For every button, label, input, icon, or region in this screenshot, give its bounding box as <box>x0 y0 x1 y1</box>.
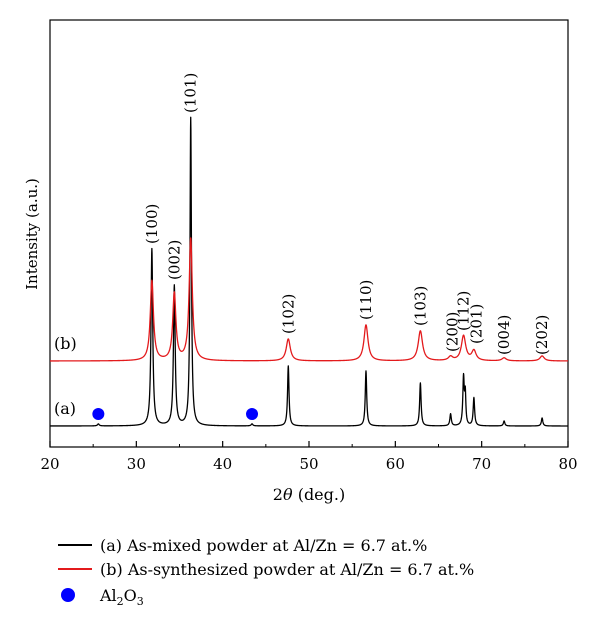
peak-label: (101) <box>182 73 200 113</box>
x-tick-label: 30 <box>127 455 146 473</box>
legend-label-a: (a) As-mixed powder at Al/Zn = 6.7 at.% <box>100 536 427 555</box>
curve-labels: (a) (b) <box>54 334 77 418</box>
peak-label: (202) <box>533 315 551 355</box>
x-axis-label: 2θ (deg.) <box>273 485 345 504</box>
peak-label: (112) <box>455 291 473 331</box>
x-tick-label: 60 <box>386 455 405 473</box>
peak-label: (110) <box>357 280 375 320</box>
y-axis-label: Intensity (a.u.) <box>23 178 41 290</box>
peak-labels: (100)(002) (101) (102) (110) (103) (200)(112)… <box>143 73 551 355</box>
x-tick-label: 80 <box>558 455 577 473</box>
peak-label: (004) <box>495 315 513 355</box>
al2o3-marker <box>246 408 259 420</box>
al2o3-markers <box>92 408 259 420</box>
x-axis-ticks: 20 30 40 50 60 70 80 <box>40 441 578 473</box>
x-tick-label: 40 <box>213 455 232 473</box>
legend-label-al2o3: Al2O3 <box>99 586 144 608</box>
legend: (a) As-mixed powder at Al/Zn = 6.7 at.% … <box>58 536 474 608</box>
peak-label: (103) <box>411 286 429 326</box>
legend-label-b: (b) As-synthesized powder at Al/Zn = 6.7… <box>100 560 474 579</box>
plot-frame <box>49 19 569 448</box>
peak-label: (102) <box>279 294 297 334</box>
series-curves <box>49 116 569 427</box>
peak-label: (200) <box>443 312 461 352</box>
curve-label-b: (b) <box>54 334 77 353</box>
series-a-line <box>49 116 569 427</box>
series-b-line <box>49 237 569 362</box>
legend-swatch-al2o3 <box>61 588 75 602</box>
peak-label: (002) <box>165 240 183 280</box>
peak-label: (100) <box>143 204 161 244</box>
curve-label-a: (a) <box>54 399 76 418</box>
x-tick-label: 20 <box>40 455 59 473</box>
x-tick-label: 70 <box>472 455 491 473</box>
peak-label: (201) <box>468 304 486 344</box>
x-tick-label: 50 <box>299 455 318 473</box>
al2o3-marker <box>92 408 105 420</box>
